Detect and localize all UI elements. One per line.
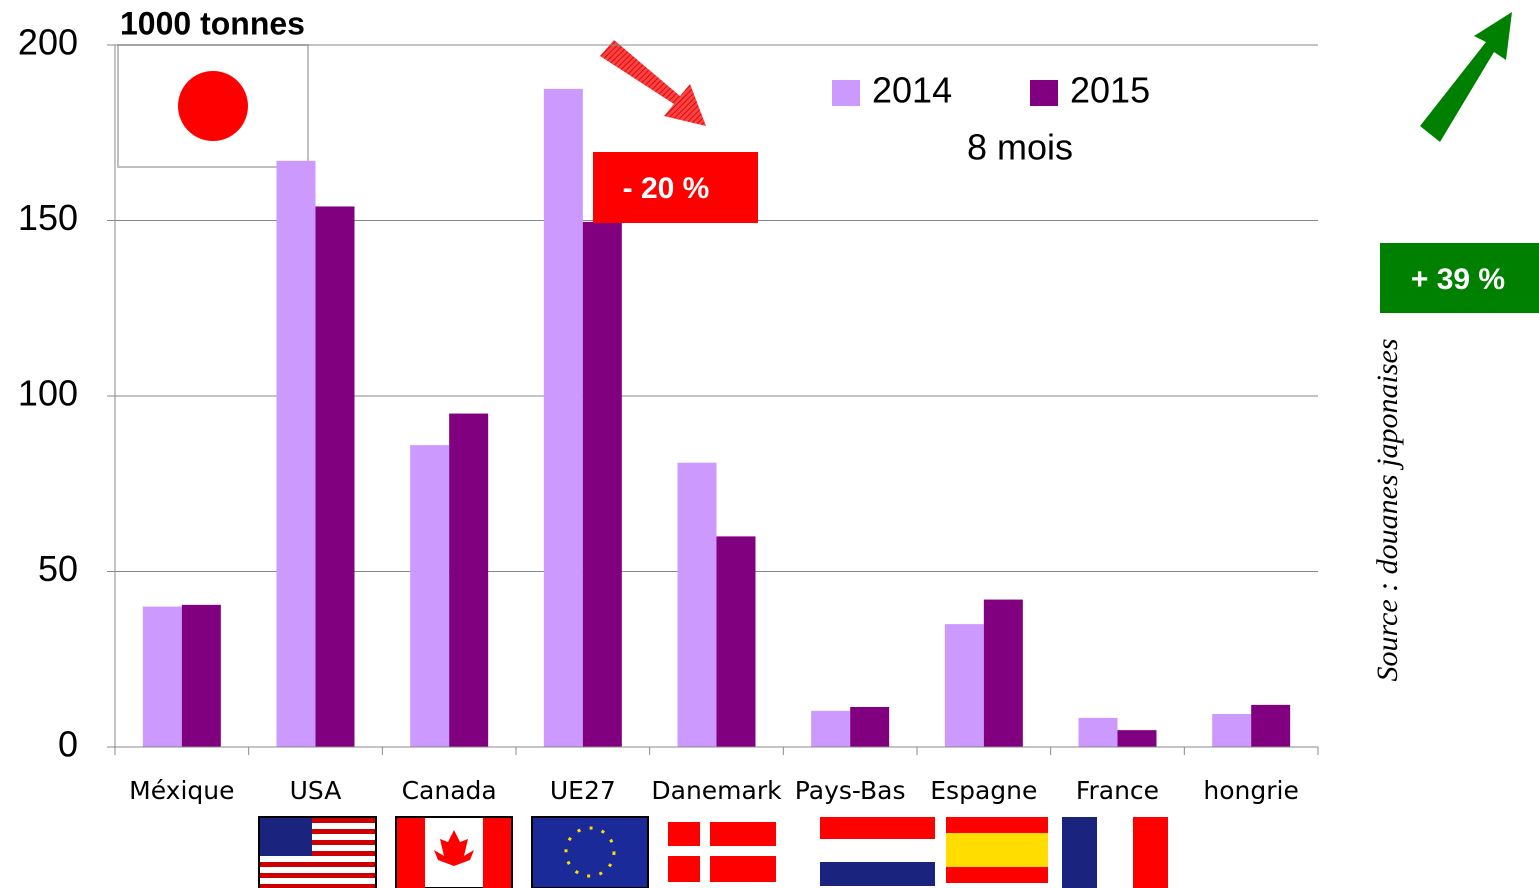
increase-box — [1380, 243, 1539, 313]
x-tick-label: hongrie — [1203, 776, 1298, 805]
legend-swatch — [1030, 80, 1058, 106]
y-tick-label: 0 — [58, 724, 78, 765]
bar — [944, 624, 984, 747]
bar — [1078, 717, 1118, 747]
legend-swatch — [832, 80, 860, 106]
bar — [582, 221, 622, 748]
bar — [811, 710, 851, 747]
bar — [850, 706, 890, 747]
x-tick-label: Méxique — [129, 776, 234, 805]
canada-flag — [395, 816, 513, 888]
y-tick-label: 100 — [18, 373, 78, 414]
y-tick-label: 50 — [38, 548, 78, 589]
y-tick-label: 200 — [18, 22, 78, 63]
up-arrow — [1420, 12, 1512, 142]
bar — [1212, 714, 1252, 747]
x-tick-label: Canada — [402, 776, 497, 805]
bar — [276, 160, 316, 747]
legend-label: 2015 — [1070, 70, 1150, 111]
bar — [543, 88, 583, 747]
denmark-flag — [668, 822, 776, 882]
spain-flag — [946, 817, 1048, 883]
bar — [1251, 704, 1291, 747]
y-tick-label: 150 — [18, 197, 78, 238]
down-arrow — [600, 40, 706, 126]
bar — [315, 206, 355, 747]
decrease-label: - 20 % — [623, 172, 710, 205]
france-flag — [1062, 817, 1168, 888]
x-tick-label: USA — [290, 776, 342, 805]
japan-flag — [117, 44, 309, 168]
bar — [181, 604, 221, 747]
source-note: Source : douanes japonaises — [1371, 338, 1404, 681]
bar — [1117, 730, 1157, 747]
bar — [410, 445, 450, 747]
usa-flag — [258, 816, 377, 888]
decrease-box — [593, 152, 758, 223]
bar — [716, 536, 756, 747]
increase-label: + 39 % — [1411, 263, 1505, 296]
x-tick-label: Espagne — [930, 776, 1037, 805]
x-tick-label: Danemark — [651, 776, 782, 805]
eu-flag — [531, 816, 649, 888]
legend-label: 2014 — [872, 70, 952, 111]
x-tick-label: UE27 — [550, 776, 616, 805]
x-tick-label: Pays-Bas — [795, 776, 906, 805]
bar — [449, 413, 489, 747]
bar — [677, 462, 717, 747]
period-label: 8 mois — [967, 127, 1073, 168]
unit-label: 1000 tonnes — [120, 5, 305, 41]
netherlands-flag — [820, 817, 935, 886]
bar — [142, 606, 182, 747]
bar — [983, 599, 1023, 747]
x-tick-label: France — [1076, 776, 1159, 805]
